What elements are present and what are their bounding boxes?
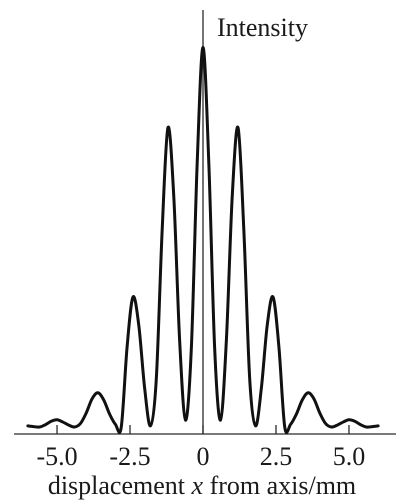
x-axis-title: displacement x from axis/mm: [48, 471, 356, 500]
x-tick-label: 0: [197, 442, 210, 471]
x-axis-title-variable: x: [191, 471, 204, 500]
x-tick-label: -2.5: [109, 442, 150, 471]
x-tick-label: 2.5: [260, 442, 293, 471]
y-axis-title: Intensity: [217, 13, 308, 42]
x-axis-title-suffix: from axis/mm: [203, 471, 356, 500]
x-tick-label: -5.0: [36, 442, 77, 471]
intensity-curve: [26, 45, 380, 434]
x-ticks: -5.0 -2.5 0 2.5 5.0: [36, 425, 365, 471]
x-tick-label: 5.0: [333, 442, 366, 471]
x-axis-title-prefix: displacement: [48, 471, 192, 500]
